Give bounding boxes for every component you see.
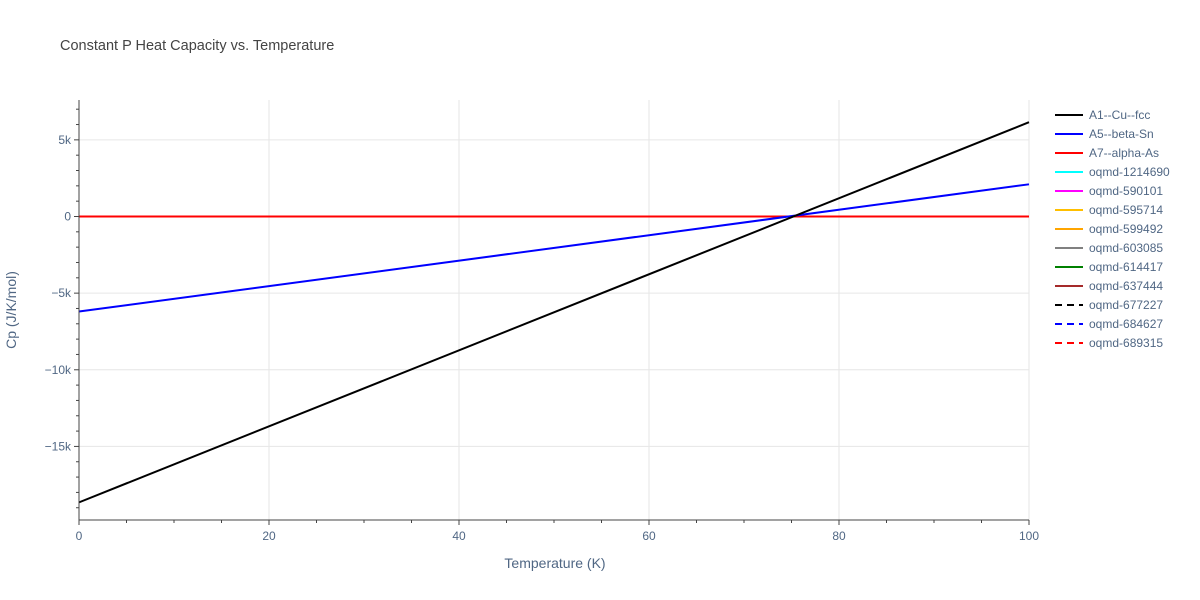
chart-title: Constant P Heat Capacity vs. Temperature <box>60 38 334 54</box>
legend-item[interactable]: A5--beta-Sn <box>1055 127 1154 141</box>
y-tick-label: 0 <box>64 209 71 223</box>
y-axis-ticks: −15k −10k −5k 0 5k <box>45 133 72 454</box>
legend-label: A7--alpha-As <box>1089 146 1159 160</box>
legend-item[interactable]: oqmd-684627 <box>1055 317 1163 331</box>
x-axis-ticks: 0 20 40 60 80 100 <box>76 529 1040 543</box>
legend[interactable]: A1--Cu--fcc A5--beta-Sn A7--alpha-As oqmd-1… <box>1055 108 1170 350</box>
legend-label: oqmd-614417 <box>1089 260 1163 274</box>
y-tick-label: 5k <box>58 133 72 147</box>
legend-item[interactable]: oqmd-1214690 <box>1055 165 1170 179</box>
x-tick-label: 40 <box>452 529 466 543</box>
legend-item[interactable]: oqmd-595714 <box>1055 203 1163 217</box>
series-line-A5--beta-Sn <box>78 183 1030 313</box>
legend-label: oqmd-637444 <box>1089 279 1163 293</box>
x-axis-title: Temperature (K) <box>504 555 605 571</box>
x-tick-label: 60 <box>642 529 656 543</box>
legend-label: oqmd-599492 <box>1089 222 1163 236</box>
legend-item[interactable]: oqmd-603085 <box>1055 241 1163 255</box>
legend-label: oqmd-1214690 <box>1089 165 1170 179</box>
legend-item[interactable]: A7--alpha-As <box>1055 146 1159 160</box>
legend-label: oqmd-595714 <box>1089 203 1163 217</box>
plot-area <box>78 121 1030 504</box>
x-tick-label: 0 <box>76 529 83 543</box>
y-axis-title: Cp (J/K/mol) <box>3 271 19 349</box>
x-tick-label: 100 <box>1019 529 1039 543</box>
legend-item[interactable]: oqmd-590101 <box>1055 184 1163 198</box>
legend-item[interactable]: oqmd-677227 <box>1055 298 1163 312</box>
legend-item[interactable]: oqmd-689315 <box>1055 336 1163 350</box>
legend-item[interactable]: oqmd-614417 <box>1055 260 1163 274</box>
legend-item[interactable]: oqmd-637444 <box>1055 279 1163 293</box>
legend-label: oqmd-603085 <box>1089 241 1163 255</box>
axes <box>74 100 1030 525</box>
y-tick-label: −15k <box>45 439 72 453</box>
legend-item[interactable]: oqmd-599492 <box>1055 222 1163 236</box>
legend-label: oqmd-677227 <box>1089 298 1163 312</box>
x-tick-label: 80 <box>832 529 846 543</box>
legend-label: oqmd-684627 <box>1089 317 1163 331</box>
grid <box>79 100 1030 520</box>
legend-label: oqmd-689315 <box>1089 336 1163 350</box>
legend-label: oqmd-590101 <box>1089 184 1163 198</box>
x-tick-label: 20 <box>262 529 276 543</box>
y-tick-label: −10k <box>45 363 72 377</box>
legend-item[interactable]: A1--Cu--fcc <box>1055 108 1150 122</box>
legend-label: A5--beta-Sn <box>1089 127 1154 141</box>
legend-label: A1--Cu--fcc <box>1089 108 1150 122</box>
y-tick-label: −5k <box>51 286 72 300</box>
series-line-A1--Cu--fcc <box>78 121 1030 504</box>
